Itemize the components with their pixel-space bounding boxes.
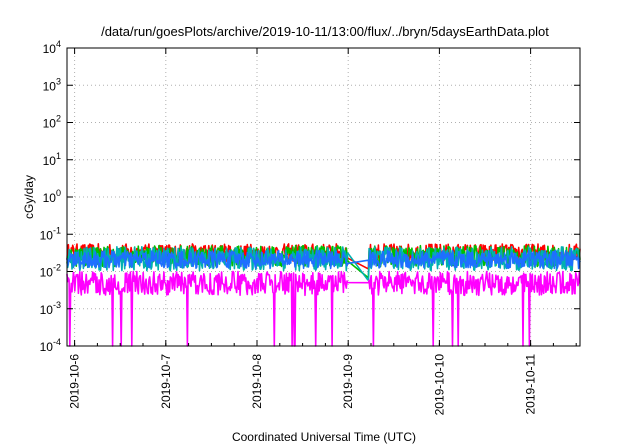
x-tick-label: 2019-10-8 xyxy=(250,354,264,409)
y-tick-label: 104 xyxy=(43,39,61,56)
y-tick-label: 10-1 xyxy=(40,225,61,242)
y-axis-label: cGy/day xyxy=(22,175,36,219)
axes xyxy=(66,47,581,347)
y-tick-label: 102 xyxy=(43,114,61,131)
y-tick-label: 10-2 xyxy=(40,263,61,280)
x-tick-label: 2019-10-7 xyxy=(159,354,173,409)
x-tick-label: 2019-10-11 xyxy=(524,354,538,415)
x-tick-label: 2019-10-6 xyxy=(68,354,82,409)
y-tick-label: 10-4 xyxy=(40,337,61,354)
plot-frame xyxy=(66,47,581,347)
x-tick-label: 2019-10-9 xyxy=(341,354,355,409)
x-ticks: 2019-10-6 2019-10-7 2019-10-8 2019-10-9 2019… xyxy=(68,354,538,416)
x-axis-label: Coordinated Universal Time (UTC) xyxy=(232,430,416,444)
y-tick-label: 100 xyxy=(43,188,61,205)
chart-title: /data/run/goesPlots/archive/2019-10-11/1… xyxy=(101,24,549,39)
series-layer xyxy=(66,243,581,347)
y-ticks: 10-4 10-3 10-2 10-1 100 101 102 103 104 xyxy=(40,39,61,354)
y-tick-label: 10-3 xyxy=(40,300,61,317)
x-tick-label: 2019-10-10 xyxy=(432,354,446,416)
series-line-5 xyxy=(66,270,581,347)
series-line-4 xyxy=(66,249,581,270)
y-tick-label: 103 xyxy=(43,76,61,93)
grid xyxy=(67,48,580,346)
y-tick-label: 101 xyxy=(43,151,61,168)
